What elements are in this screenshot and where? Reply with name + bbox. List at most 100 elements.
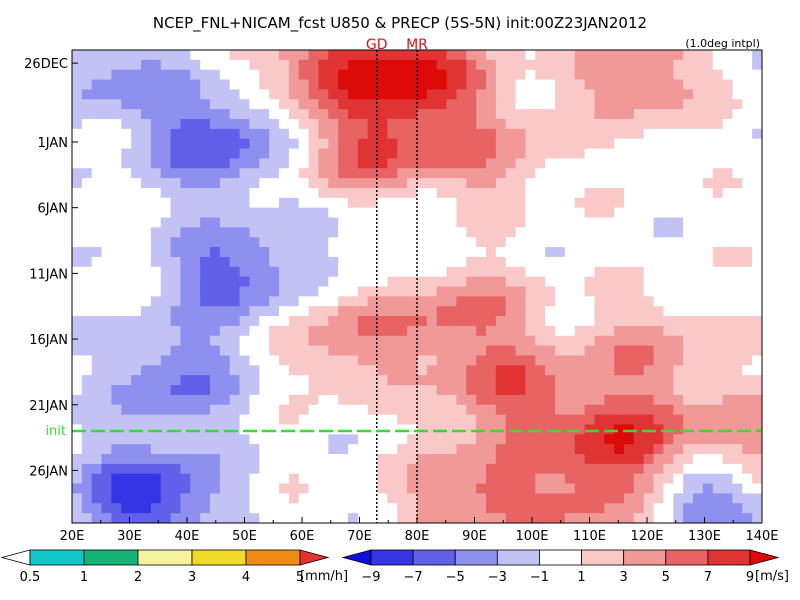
field-cell — [328, 286, 339, 297]
field-cell — [693, 158, 704, 169]
field-cell — [229, 109, 241, 120]
field-cell — [525, 178, 536, 189]
field-cell — [170, 385, 182, 396]
field-cell — [426, 256, 438, 268]
field-cell — [81, 59, 93, 71]
field-cell — [486, 118, 497, 130]
field-cell — [318, 69, 329, 81]
field-cell — [111, 296, 122, 307]
field-cell — [387, 148, 398, 159]
field-cell — [298, 138, 310, 150]
field-cell — [712, 237, 724, 248]
field-cell — [693, 306, 704, 317]
field-cell — [555, 50, 566, 61]
field-cell — [249, 168, 260, 179]
field-cell — [200, 59, 211, 71]
field-cell — [170, 118, 182, 130]
field-cell — [545, 414, 556, 426]
field-cell — [584, 296, 596, 307]
field-cell — [288, 237, 300, 248]
field-cell — [141, 217, 152, 228]
field-cell — [545, 345, 556, 357]
field-cell — [259, 306, 270, 317]
field-cell — [377, 454, 389, 465]
field-cell — [525, 493, 536, 504]
field-cell — [426, 148, 438, 159]
field-cell — [91, 503, 103, 514]
field-cell — [604, 513, 615, 523]
field-cell — [200, 385, 211, 396]
field-cell — [229, 434, 241, 445]
field-cell — [732, 316, 743, 327]
field-cell — [584, 69, 596, 81]
field-cell — [436, 59, 448, 71]
field-cell — [407, 316, 418, 327]
field-cell — [653, 316, 665, 327]
field-cell — [318, 237, 329, 248]
field-cell — [269, 385, 280, 396]
field-cell — [436, 296, 448, 307]
field-cell — [614, 316, 625, 327]
field-cell — [81, 394, 93, 406]
field-cell — [545, 434, 556, 445]
field-cell — [397, 355, 408, 366]
field-cell — [269, 168, 280, 179]
field-cell — [574, 59, 586, 71]
field-cell — [190, 217, 201, 228]
field-cell — [377, 168, 389, 179]
field-cell — [101, 50, 113, 61]
field-cell — [72, 316, 83, 327]
field-cell — [407, 256, 418, 268]
field-cell — [476, 207, 487, 219]
field-cell — [456, 50, 467, 61]
field-cell — [624, 434, 635, 445]
field-cell — [72, 444, 83, 455]
field-cell — [446, 286, 458, 297]
field-cell — [357, 355, 369, 366]
field-cell — [180, 493, 191, 504]
field-cell — [338, 355, 349, 366]
field-cell — [407, 247, 418, 258]
field-cell — [702, 493, 714, 504]
field-cell — [269, 109, 280, 120]
field-cell — [279, 109, 290, 120]
field-cell — [673, 325, 684, 337]
field-cell — [357, 158, 369, 169]
field-cell — [377, 50, 389, 61]
field-cell — [387, 109, 398, 120]
field-cell — [732, 276, 743, 288]
field-cell — [535, 148, 546, 159]
field-cell — [111, 483, 122, 495]
field-cell — [525, 345, 536, 357]
field-cell — [200, 158, 211, 169]
field-cell — [348, 266, 359, 278]
field-cell — [229, 158, 241, 169]
field-cell — [633, 493, 645, 504]
field-cell — [574, 197, 586, 209]
field-cell — [229, 473, 241, 485]
precip-colorbar-label: 1 — [80, 570, 88, 585]
field-cell — [742, 276, 753, 288]
precip-colorbar-label: 0.5 — [20, 570, 41, 585]
field-cell — [545, 158, 556, 169]
field-cell — [614, 503, 625, 514]
field-cell — [594, 217, 605, 228]
field-cell — [476, 454, 487, 465]
field-cell — [91, 99, 103, 110]
field-cell — [722, 434, 734, 445]
field-cell — [436, 513, 448, 523]
field-cell — [712, 109, 724, 120]
field-cell — [180, 483, 191, 495]
field-cell — [535, 325, 546, 337]
field-cell — [279, 473, 290, 485]
field-cell — [505, 444, 517, 455]
field-cell — [456, 355, 467, 366]
field-cell — [170, 454, 182, 465]
field-cell — [752, 493, 762, 504]
field-cell — [446, 158, 458, 169]
field-cell — [673, 424, 684, 435]
field-cell — [446, 513, 458, 523]
field-cell — [624, 335, 635, 347]
field-cell — [328, 513, 339, 523]
field-cell — [91, 168, 103, 179]
